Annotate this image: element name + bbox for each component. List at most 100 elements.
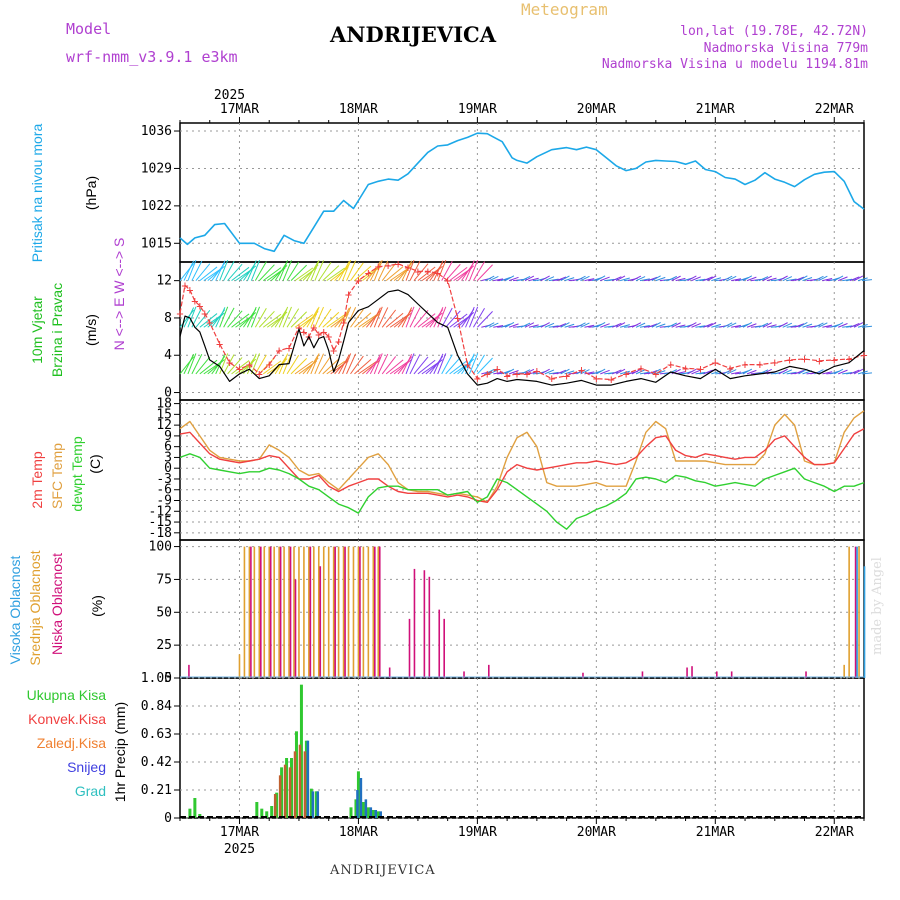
wind-barb bbox=[493, 324, 504, 328]
precip-legend-item: Snijeg bbox=[67, 759, 106, 775]
wind-gust-marker: + bbox=[266, 358, 273, 372]
wind-barb bbox=[385, 312, 404, 328]
wind-barb bbox=[477, 357, 493, 375]
wind-barb bbox=[373, 259, 383, 281]
ytick-label-temperature: 18 bbox=[156, 397, 172, 412]
wind-barb bbox=[207, 359, 225, 375]
ytick-label-pressure: 1036 bbox=[141, 124, 172, 139]
wind-barb bbox=[417, 266, 436, 282]
wind-barb bbox=[183, 260, 195, 281]
wind-gust-marker: + bbox=[246, 358, 253, 372]
wind-barb bbox=[433, 307, 444, 328]
wind-barb bbox=[707, 322, 717, 328]
wind-barb bbox=[556, 323, 567, 328]
wind-barb bbox=[449, 266, 468, 282]
wind-barb bbox=[798, 275, 808, 282]
wind-barb bbox=[762, 322, 772, 328]
ytick-label-temperature: -18 bbox=[149, 526, 172, 541]
wind-barb bbox=[691, 322, 701, 328]
wind-barb bbox=[548, 278, 559, 282]
wind-gust-marker: + bbox=[285, 341, 292, 355]
precip-legend-item: Konvek.Kisa bbox=[28, 711, 106, 727]
wind-gust-marker: + bbox=[256, 367, 263, 381]
wind-barb bbox=[338, 354, 350, 375]
wind-barb bbox=[584, 324, 595, 328]
wind-barb bbox=[786, 278, 797, 282]
wind-barb bbox=[389, 361, 409, 375]
wind-barb bbox=[667, 275, 677, 282]
wind-gust-marker: + bbox=[295, 320, 302, 334]
wind-barb bbox=[437, 353, 447, 375]
wind-barb bbox=[508, 276, 519, 282]
model-altitude-text: Nadmorska Visina u modelu 1194.81m bbox=[601, 57, 868, 72]
precip-convective-bar bbox=[278, 775, 282, 818]
wind-barb bbox=[441, 261, 453, 281]
pressure-line bbox=[179, 132, 865, 253]
wind-barb bbox=[468, 353, 479, 375]
day-label-bottom: 21MAR bbox=[696, 825, 735, 840]
wind-barb bbox=[853, 275, 864, 282]
precip-snow-bar bbox=[316, 791, 320, 818]
wind-gust-marker: + bbox=[533, 364, 540, 378]
wind-barb bbox=[342, 306, 352, 328]
precip-total-bar bbox=[354, 799, 358, 818]
wind-barb bbox=[528, 277, 539, 282]
wind-barb bbox=[258, 264, 275, 281]
wind-barb bbox=[731, 324, 742, 328]
wind-gust-marker: + bbox=[523, 367, 530, 381]
precip-total-bar bbox=[188, 808, 192, 818]
wind-barb bbox=[413, 356, 429, 375]
wind-barb bbox=[389, 267, 409, 282]
wind-gust-marker: + bbox=[831, 353, 838, 367]
wind-barb bbox=[651, 275, 661, 282]
wind-gust-marker: + bbox=[548, 372, 555, 386]
wind-barb bbox=[334, 263, 350, 281]
wind-barb bbox=[560, 322, 570, 328]
wind-barb bbox=[326, 314, 346, 328]
wind-barb bbox=[620, 370, 630, 375]
wind-gust-marker: + bbox=[816, 354, 823, 368]
wind-barb bbox=[254, 354, 267, 375]
wind-barb bbox=[354, 359, 372, 375]
wind-barb bbox=[294, 314, 314, 328]
pressure-unit-label: (hPa) bbox=[83, 176, 99, 210]
wind-barb bbox=[306, 308, 319, 328]
ytick-label-temperature: -12 bbox=[149, 504, 172, 519]
precip-snow-bar bbox=[359, 778, 363, 818]
wind-barb bbox=[385, 359, 404, 375]
wind-gust-marker: + bbox=[201, 306, 208, 320]
wind-barb bbox=[381, 356, 397, 375]
wind-axis-label-2: Brzina i Pravac bbox=[49, 283, 65, 377]
ytick-label-precip: 0.63 bbox=[141, 727, 172, 742]
ytick-label-wind: 0 bbox=[164, 386, 172, 401]
wind-barb bbox=[377, 260, 389, 281]
wind-barb bbox=[465, 306, 475, 328]
wind-barb bbox=[199, 266, 218, 282]
wind-barb bbox=[524, 275, 535, 282]
wind-barb bbox=[393, 266, 412, 282]
wind-barb bbox=[818, 275, 828, 282]
wind-barb bbox=[544, 369, 555, 375]
wind-barb bbox=[834, 275, 844, 282]
wind-barb bbox=[413, 263, 429, 281]
wind-barb bbox=[631, 368, 642, 375]
precip-total-bar bbox=[280, 767, 284, 818]
wind-barb bbox=[227, 263, 243, 281]
panel-frame-clouds bbox=[179, 539, 865, 679]
wind-barb bbox=[520, 369, 531, 375]
wind-barb bbox=[556, 276, 567, 282]
wind-barb bbox=[695, 325, 706, 328]
wind-barb bbox=[187, 306, 197, 328]
wind-barb bbox=[703, 369, 713, 375]
wind-gust-marker: + bbox=[622, 367, 629, 381]
wind-barb bbox=[445, 357, 461, 375]
wind-barb bbox=[742, 275, 753, 282]
wind-barb bbox=[254, 307, 267, 328]
wind-gust-marker: + bbox=[454, 311, 461, 325]
wind-gust-marker: + bbox=[424, 264, 431, 278]
wind-barb bbox=[286, 354, 300, 375]
wind-barb bbox=[369, 354, 381, 375]
ytick-label-precip: 0.21 bbox=[141, 783, 172, 798]
wind-barb bbox=[647, 276, 658, 282]
wind-barb bbox=[468, 260, 479, 281]
